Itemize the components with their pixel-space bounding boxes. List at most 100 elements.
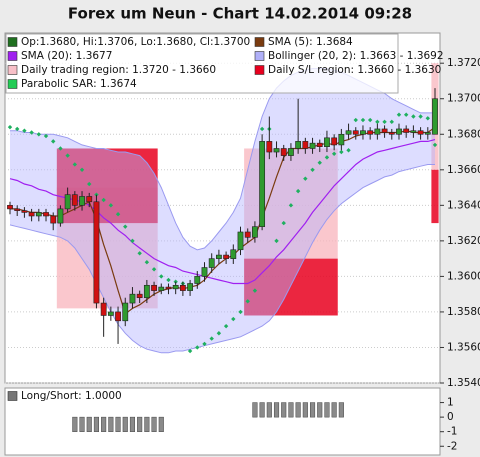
candle-body xyxy=(360,130,366,135)
y-tick-label: 1.3720 xyxy=(447,57,480,69)
candle-body xyxy=(50,215,57,224)
candle-body xyxy=(158,286,165,291)
y-tick-label: 0 xyxy=(447,411,454,423)
candle-body xyxy=(324,137,330,148)
sar-dot xyxy=(7,124,13,130)
candle-body xyxy=(230,249,237,259)
candle-body xyxy=(57,208,64,224)
candle-body xyxy=(417,130,424,135)
long-short-bar xyxy=(79,416,85,432)
candle-body xyxy=(266,141,273,153)
sar-dot xyxy=(65,153,70,158)
legend-swatch xyxy=(7,65,18,75)
candle-body xyxy=(288,148,294,156)
sar-dot xyxy=(202,341,207,347)
sar-dot xyxy=(115,212,121,217)
legend-swatch xyxy=(254,65,265,75)
candle-body xyxy=(187,283,193,291)
y-tick-label: 1.3580 xyxy=(447,306,480,318)
sar-dot xyxy=(137,251,142,256)
long-short-bar xyxy=(281,402,287,418)
long-short-bar xyxy=(86,416,92,432)
legend-swatch xyxy=(7,37,18,47)
sar-dot xyxy=(418,114,423,119)
long-short-bar xyxy=(158,416,164,432)
candle-body xyxy=(352,130,359,135)
candle-body xyxy=(244,231,251,238)
legend-box xyxy=(6,389,116,403)
candle-body xyxy=(215,254,222,259)
legend-label: Bollinger (20, 2): 1.3663 - 1.3692 xyxy=(268,50,444,62)
long-short-bar xyxy=(324,402,330,418)
sar-dot xyxy=(367,117,373,123)
long-short-bar xyxy=(101,416,107,432)
sar-dot xyxy=(396,112,402,117)
bollinger-lower xyxy=(9,164,435,354)
candle-body xyxy=(136,293,143,299)
sar-dot xyxy=(353,117,358,123)
sar-dot xyxy=(209,336,214,341)
sar-dot xyxy=(389,119,394,125)
sar-dot xyxy=(259,126,265,132)
candle-body xyxy=(43,212,49,217)
sl-region xyxy=(56,148,158,224)
long-short-bar xyxy=(288,402,294,418)
sar-dot xyxy=(22,128,27,133)
long-short-bar xyxy=(151,416,157,432)
long-short-bar xyxy=(144,416,150,432)
sar-dot xyxy=(51,139,56,144)
candle-body xyxy=(432,98,438,135)
candle-body xyxy=(129,293,136,304)
sar-dot xyxy=(274,238,279,244)
candle-body xyxy=(86,196,93,203)
sar-dot xyxy=(159,274,164,279)
candle-body xyxy=(410,130,417,133)
candle-body xyxy=(71,194,78,206)
candle-body xyxy=(28,212,35,217)
sar-dot xyxy=(339,149,344,155)
long-short-bar xyxy=(259,402,265,418)
candle-body xyxy=(273,148,280,153)
long-short-bar xyxy=(252,402,258,418)
sar-dot xyxy=(375,119,380,125)
long-short-bar xyxy=(266,402,272,418)
candle-body xyxy=(194,276,201,284)
sar-dot xyxy=(79,167,85,173)
candle-body xyxy=(367,130,374,135)
candle-body xyxy=(179,284,186,291)
candle-body xyxy=(151,284,157,291)
candle-body xyxy=(93,201,100,304)
y-tick-label: -2 xyxy=(447,440,457,452)
long-short-bar xyxy=(309,402,316,418)
sar-dot xyxy=(216,331,222,336)
candle-body xyxy=(396,128,402,135)
candle-body xyxy=(403,128,410,133)
sar-dot xyxy=(324,155,330,160)
long-short-bar xyxy=(122,416,128,432)
candle-body xyxy=(79,196,85,206)
candle-body xyxy=(338,133,345,146)
sar-dot xyxy=(331,151,337,157)
sl-region xyxy=(244,258,338,316)
sar-dot xyxy=(317,160,322,165)
sar-dot xyxy=(130,238,135,244)
candle-body xyxy=(100,302,107,316)
y-tick-label: 1.3600 xyxy=(447,270,480,282)
sar-dot xyxy=(303,176,308,181)
candle-body xyxy=(201,267,208,277)
sar-dot xyxy=(187,348,193,354)
legend-swatch xyxy=(7,79,18,89)
candle-body xyxy=(115,311,121,322)
sar-dot xyxy=(144,259,150,265)
long-short-bar xyxy=(295,402,301,418)
candle-body xyxy=(237,231,244,251)
candle-body xyxy=(14,208,21,211)
y-tick-label: 1.3700 xyxy=(447,93,480,105)
candle-body xyxy=(122,302,129,322)
sar-dot xyxy=(166,277,171,283)
sar-dot xyxy=(382,119,387,125)
candle-body xyxy=(223,254,230,259)
sar-dot xyxy=(403,112,409,117)
sar-dot xyxy=(87,181,92,187)
